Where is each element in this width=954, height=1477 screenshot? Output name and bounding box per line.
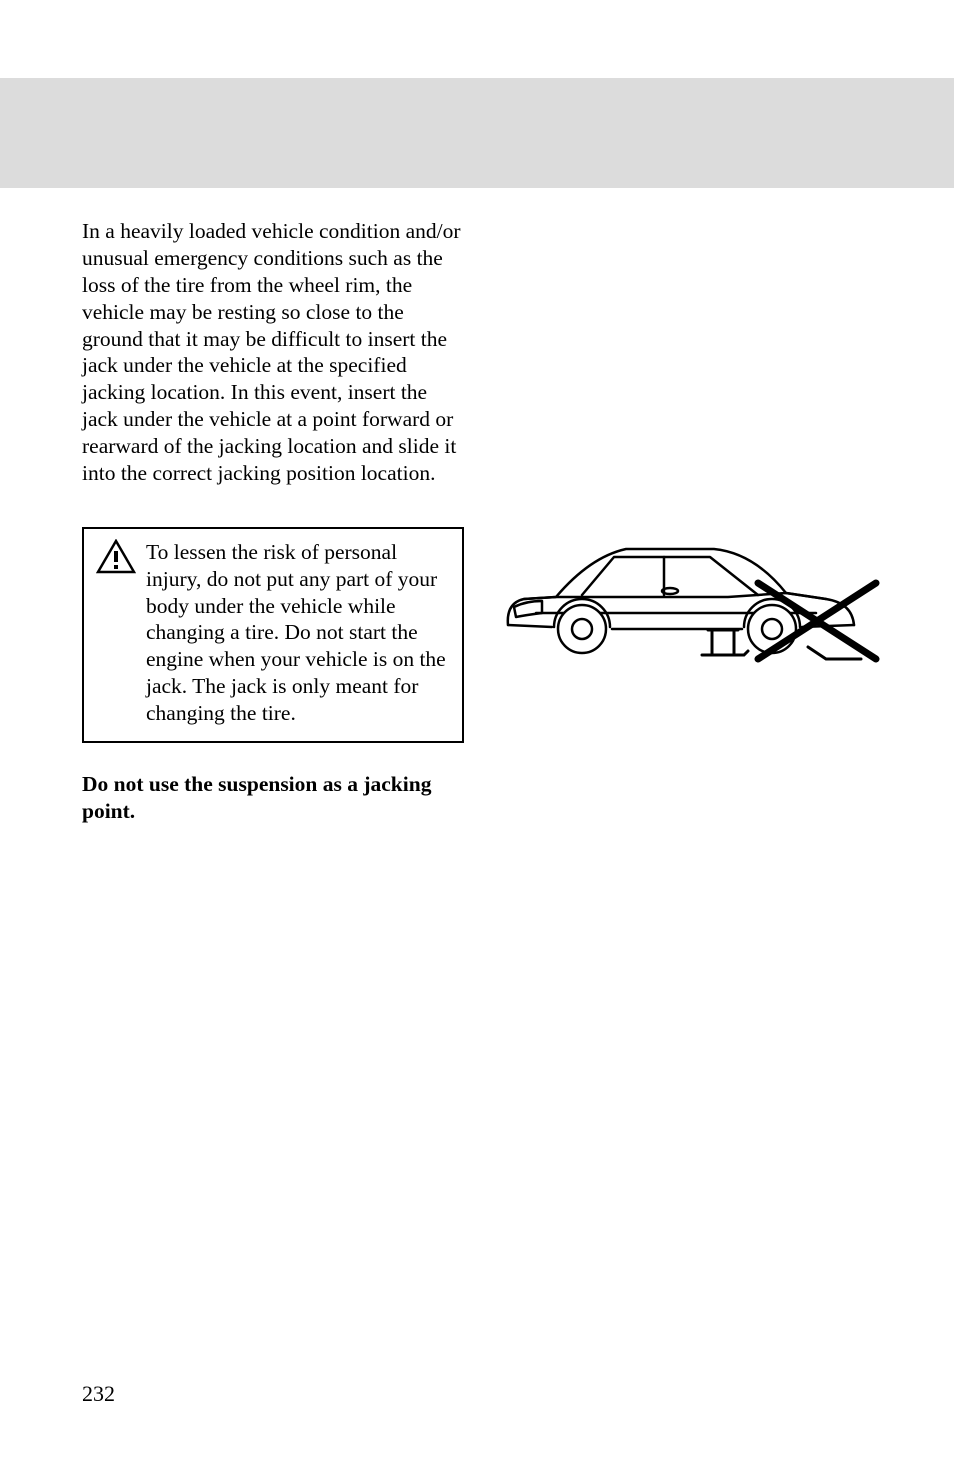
warning-triangle-icon	[96, 539, 136, 575]
body-paragraph-1: In a heavily loaded vehicle condition an…	[82, 218, 464, 487]
bold-instruction: Do not use the suspension as a jacking p…	[82, 771, 464, 825]
warning-text: To lessen the risk of personal injury, d…	[146, 539, 452, 727]
two-column-section: To lessen the risk of personal injury, d…	[82, 527, 872, 825]
warning-content: To lessen the risk of personal injury, d…	[96, 539, 452, 727]
page-number: 232	[82, 1381, 115, 1407]
left-column: To lessen the risk of personal injury, d…	[82, 527, 464, 825]
page-content: In a heavily loaded vehicle condition an…	[0, 188, 954, 825]
car-jack-diagram	[496, 527, 886, 667]
header-band	[0, 78, 954, 188]
warning-callout: To lessen the risk of personal injury, d…	[82, 527, 464, 743]
right-column	[496, 527, 886, 672]
